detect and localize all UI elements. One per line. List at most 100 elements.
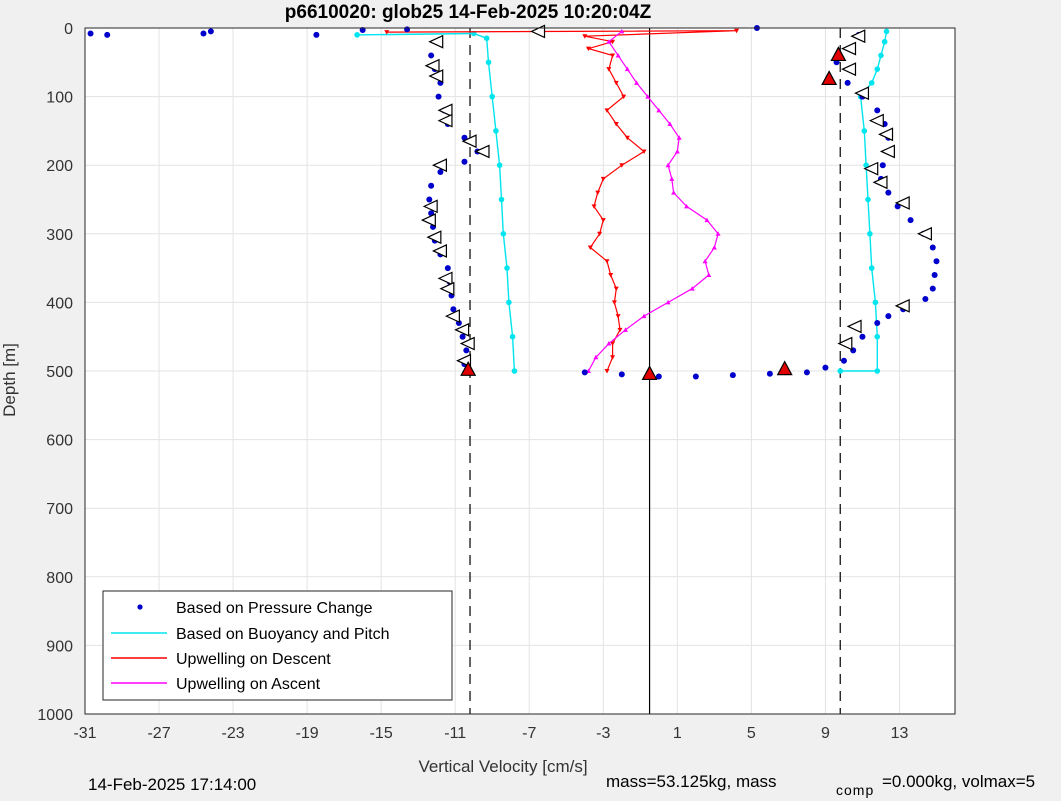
legend-label: Based on Buoyancy and Pitch — [176, 626, 389, 643]
pressure-change-point — [879, 162, 886, 169]
open-triangle-marker — [428, 69, 444, 83]
pressure-change-point — [885, 313, 892, 320]
pressure-change-point — [428, 182, 435, 189]
red-triangle-marker — [821, 70, 838, 86]
buoyancy-pitch-point — [485, 59, 492, 66]
buoyancy-pitch-point — [496, 162, 503, 168]
upwelling-ascent-point — [671, 190, 677, 195]
y-tick-label: 300 — [46, 227, 73, 244]
buoyancy-pitch-point — [863, 162, 869, 168]
upwelling-descent-point — [610, 53, 616, 58]
pressure-change-point — [874, 319, 881, 326]
upwelling-ascent-point — [606, 341, 612, 346]
pressure-change-point — [207, 28, 214, 35]
upwelling-descent-point — [611, 300, 617, 305]
open-triangle-marker — [868, 113, 884, 128]
open-triangle-marker — [459, 336, 475, 351]
x-tick-label: -15 — [370, 725, 393, 742]
upwelling-ascent-point — [674, 148, 680, 154]
pressure-change-point — [933, 258, 940, 265]
pressure-change-point — [87, 30, 94, 37]
buoyancy-pitch-point — [874, 368, 881, 374]
upwelling-ascent-point — [667, 121, 673, 127]
upwelling-descent-point — [621, 94, 627, 100]
open-triangle-marker — [437, 271, 453, 286]
pressure-change-point — [655, 373, 662, 380]
upwelling-ascent-point — [606, 39, 612, 44]
upwelling-ascent-point — [715, 231, 721, 236]
upwelling-descent-point — [641, 149, 647, 154]
pressure-change-point — [859, 333, 866, 340]
upwelling-descent-point — [604, 369, 610, 374]
grid-lines — [84, 27, 955, 715]
upwelling-ascent-point — [634, 80, 640, 85]
open-triangle-marker — [894, 298, 910, 313]
x-tick-label: 1 — [673, 725, 682, 742]
buoyancy-pitch-point — [511, 368, 518, 374]
pressure-change-point — [461, 158, 468, 165]
pressure-change-point — [803, 369, 810, 376]
pressure-change-point — [766, 370, 773, 377]
footer-mass: mass=53.125kg, mass — [606, 772, 777, 792]
open-triangle-marker — [879, 144, 895, 159]
buoyancy-pitch-point — [837, 368, 844, 374]
buoyancy-pitch-point — [506, 299, 512, 306]
pressure-change-point — [435, 93, 442, 100]
upwelling-ascent-point — [623, 327, 629, 332]
y-tick-label: 700 — [46, 501, 73, 518]
x-tick-label: -11 — [444, 725, 466, 742]
upwelling-ascent-line — [587, 30, 719, 372]
upwelling-ascent-point — [711, 245, 717, 250]
open-triangle-marker — [837, 336, 853, 351]
upwelling-descent-point — [615, 314, 621, 319]
upwelling-descent-point — [606, 67, 612, 72]
upwelling-descent-point — [591, 204, 597, 209]
pressure-change-point — [729, 372, 736, 379]
legend-label: Based on Pressure Change — [176, 600, 373, 617]
upwelling-descent-point — [610, 341, 616, 347]
pressure-change-point — [931, 271, 938, 278]
open-triangle-marker — [850, 29, 866, 44]
open-triangle-marker — [420, 213, 436, 228]
pressure-change-point — [581, 369, 588, 376]
red-triangle-marker — [460, 361, 477, 376]
legend: Based on Pressure Change Based on Buoyanc… — [102, 590, 453, 701]
buoyancy-pitch-point — [500, 231, 507, 237]
footer-mass-text: mass=53.125kg, mass — [606, 772, 777, 791]
legend-label: Upwelling on Ascent — [176, 676, 321, 693]
pressure-change-point — [929, 285, 936, 292]
buoyancy-pitch-point — [861, 128, 868, 134]
x-tick-label: -3 — [596, 725, 610, 742]
open-triangle-marker — [422, 199, 438, 214]
legend-dot-swatch — [137, 604, 143, 610]
marker-layer — [420, 24, 932, 381]
pressure-change-point — [450, 306, 457, 313]
upwelling-ascent-point — [656, 107, 662, 113]
open-triangle-marker — [424, 58, 440, 73]
y-tick-label: 600 — [46, 433, 73, 450]
x-tick-label: 5 — [747, 725, 756, 742]
buoyancy-pitch-point — [874, 333, 881, 340]
upwelling-ascent-point — [665, 299, 671, 305]
pressure-change-point — [104, 31, 111, 38]
pressure-change-point — [907, 217, 914, 224]
upwelling-descent-point — [608, 272, 614, 278]
upwelling-descent-point — [734, 28, 740, 34]
buoyancy-pitch-point — [509, 333, 516, 340]
upwelling-ascent-point — [704, 217, 710, 223]
pressure-change-point — [922, 295, 929, 302]
pressure-change-point — [885, 189, 892, 196]
upwelling-ascent-point — [669, 176, 675, 181]
upwelling-descent-point — [595, 190, 601, 196]
y-tick-label: 400 — [46, 295, 73, 312]
footer-comp-text: =0.000kg, volmax=5 — [882, 772, 1036, 791]
upwelling-descent-point — [587, 245, 593, 251]
open-triangle-marker — [431, 244, 448, 258]
upwelling-ascent-point — [645, 94, 651, 99]
open-triangle-marker — [841, 62, 857, 77]
buoyancy-pitch-point — [489, 93, 496, 100]
open-triangle-marker — [461, 134, 477, 149]
open-triangle-marker — [428, 34, 444, 49]
open-triangle-marker — [854, 86, 870, 101]
upwelling-descent-point — [604, 108, 610, 113]
